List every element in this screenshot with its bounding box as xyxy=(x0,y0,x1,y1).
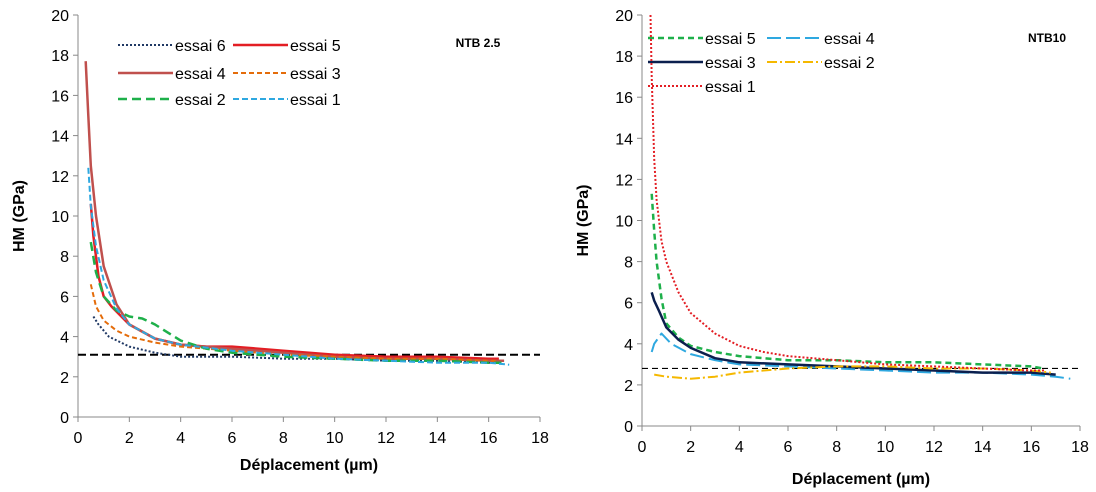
y-tick-label: 20 xyxy=(615,8,633,25)
series-line-essai-5 xyxy=(89,203,499,360)
panel-title: NTB 2.5 xyxy=(456,36,501,50)
y-tick-label: 2 xyxy=(624,378,633,395)
y-axis-label: HM (GPa) xyxy=(11,180,28,252)
y-axis-label: HM (GPa) xyxy=(575,185,592,257)
y-tick-label: 2 xyxy=(60,370,69,387)
x-tick-label: 2 xyxy=(125,430,134,447)
y-tick-label: 20 xyxy=(51,8,69,25)
x-tick-label: 12 xyxy=(925,439,943,456)
y-tick-label: 4 xyxy=(624,337,633,354)
x-axis-label: Déplacement (µm) xyxy=(792,471,930,488)
y-tick-label: 12 xyxy=(51,169,69,186)
y-tick-label: 18 xyxy=(51,48,69,65)
x-tick-label: 18 xyxy=(531,430,549,447)
x-tick-label: 14 xyxy=(974,439,992,456)
y-tick-label: 14 xyxy=(51,129,69,146)
x-tick-label: 0 xyxy=(74,430,83,447)
chart-panel-ntb2-5: 0 2 4 6 8 10 12 14 16 18 20 0 2 4 6 8 10 12 14 16 18 Déplacem… xyxy=(11,8,549,474)
series-line-essai-4 xyxy=(650,332,1071,380)
x-tick-label: 6 xyxy=(784,439,793,456)
x-tick-label: 12 xyxy=(377,430,395,447)
x-tick-label: 2 xyxy=(686,439,695,456)
y-tick-label: 12 xyxy=(615,172,633,189)
legend-label: essai 1 xyxy=(705,79,756,96)
y-tick-label: 16 xyxy=(615,90,633,107)
x-tick-label: 4 xyxy=(176,430,185,447)
x-tick-label: 14 xyxy=(428,430,446,447)
y-tick-label: 0 xyxy=(60,410,69,427)
x-tick-label: 10 xyxy=(326,430,344,447)
series-line-essai-5 xyxy=(650,193,1044,370)
y-tick-label: 6 xyxy=(624,296,633,313)
y-tick-label: 8 xyxy=(60,249,69,266)
y-tick-label: 8 xyxy=(624,255,633,272)
x-tick-label: 16 xyxy=(480,430,498,447)
y-tick-label: 16 xyxy=(51,88,69,105)
x-tick-label: 8 xyxy=(279,430,288,447)
y-tick-label: 0 xyxy=(624,419,633,436)
chart-panel-ntb10: 0 2 4 6 8 10 12 14 16 18 20 0 2 4 6 8 10 12 14 16 18 Déplacem… xyxy=(575,8,1089,488)
legend-label: essai 2 xyxy=(175,92,226,109)
legend-label: essai 3 xyxy=(705,55,756,72)
x-tick-label: 4 xyxy=(735,439,744,456)
legend-label: essai 5 xyxy=(705,31,756,48)
series-line-essai-3 xyxy=(650,292,1056,376)
y-tick-label: 10 xyxy=(615,214,633,231)
x-tick-label: 0 xyxy=(638,439,647,456)
series-line-essai-1 xyxy=(87,167,510,366)
series-line-essai-2 xyxy=(89,241,502,364)
x-tick-label: 6 xyxy=(228,430,237,447)
y-tick-label: 4 xyxy=(60,330,69,347)
legend-label: essai 2 xyxy=(824,55,875,72)
series-line-essai-1 xyxy=(649,14,1046,372)
x-tick-label: 16 xyxy=(1022,439,1040,456)
x-axis-label: Déplacement (µm) xyxy=(240,457,378,474)
legend-label: essai 3 xyxy=(290,66,341,83)
x-tick-label: 10 xyxy=(876,439,894,456)
y-tick-label: 14 xyxy=(615,131,633,148)
legend-label: essai 6 xyxy=(175,38,226,55)
legend-label: essai 5 xyxy=(290,38,341,55)
x-tick-label: 18 xyxy=(1071,439,1089,456)
panel-title: NTB10 xyxy=(1028,31,1066,45)
y-tick-label: 6 xyxy=(60,289,69,306)
y-tick-label: 10 xyxy=(51,209,69,226)
legend-label: essai 4 xyxy=(175,66,226,83)
legend-label: essai 1 xyxy=(290,92,341,109)
x-tick-label: 8 xyxy=(832,439,841,456)
y-tick-label: 18 xyxy=(615,49,633,66)
legend-label: essai 4 xyxy=(824,31,875,48)
